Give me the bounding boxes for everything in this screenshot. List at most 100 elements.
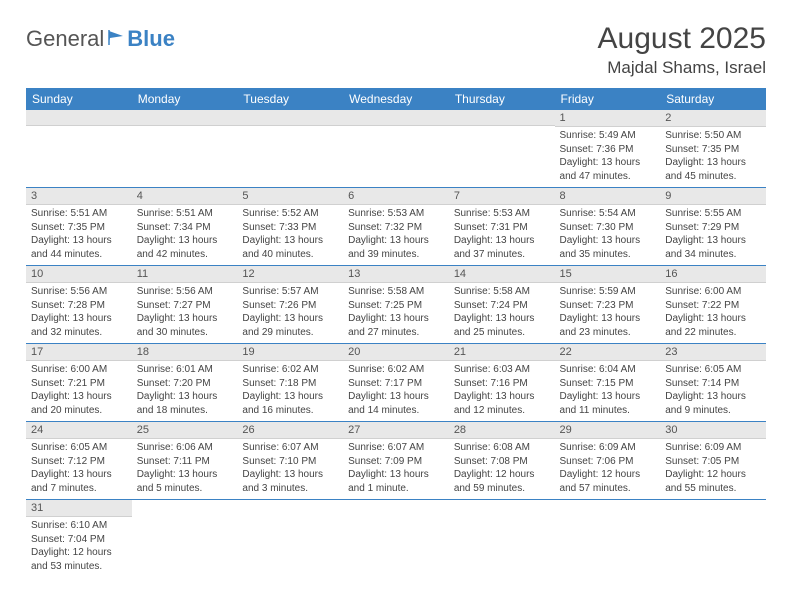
sunset-line: Sunset: 7:17 PM xyxy=(348,377,444,391)
calendar-cell: 9Sunrise: 5:55 AMSunset: 7:29 PMDaylight… xyxy=(660,188,766,266)
daylight-line: Daylight: 13 hours and 40 minutes. xyxy=(242,234,338,261)
day-details: Sunrise: 5:56 AMSunset: 7:28 PMDaylight:… xyxy=(26,283,132,343)
sunrise-line: Sunrise: 6:02 AM xyxy=(348,363,444,377)
daylight-line: Daylight: 12 hours and 53 minutes. xyxy=(31,546,127,573)
day-details: Sunrise: 5:51 AMSunset: 7:34 PMDaylight:… xyxy=(132,205,238,265)
sunrise-line: Sunrise: 5:55 AM xyxy=(665,207,761,221)
daylight-line: Daylight: 13 hours and 37 minutes. xyxy=(454,234,550,261)
logo-text-general: General xyxy=(26,26,104,52)
day-number: 9 xyxy=(660,188,766,205)
calendar-cell: 17Sunrise: 6:00 AMSunset: 7:21 PMDayligh… xyxy=(26,344,132,422)
daylight-line: Daylight: 13 hours and 9 minutes. xyxy=(665,390,761,417)
daylight-line: Daylight: 13 hours and 3 minutes. xyxy=(242,468,338,495)
sunset-line: Sunset: 7:33 PM xyxy=(242,221,338,235)
day-number: 19 xyxy=(237,344,343,361)
calendar-cell xyxy=(132,110,238,188)
calendar-cell: 20 Sunrise: 6:02 AMSunset: 7:17 PMDayligh… xyxy=(343,344,449,422)
daylight-line: Daylight: 12 hours and 57 minutes. xyxy=(560,468,656,495)
day-details: Sunrise: 6:05 AMSunset: 7:12 PMDaylight:… xyxy=(26,439,132,499)
daylight-line: Daylight: 13 hours and 35 minutes. xyxy=(560,234,656,261)
calendar-cell: 13Sunrise: 5:58 AMSunset: 7:25 PMDayligh… xyxy=(343,266,449,344)
calendar-cell: 14Sunrise: 5:58 AMSunset: 7:24 PMDayligh… xyxy=(449,266,555,344)
sunset-line: Sunset: 7:08 PM xyxy=(454,455,550,469)
daylight-line: Daylight: 13 hours and 7 minutes. xyxy=(31,468,127,495)
day-number: 12 xyxy=(237,266,343,283)
day-details: Sunrise: 6:05 AMSunset: 7:14 PMDaylight:… xyxy=(660,361,766,421)
calendar-cell: 28Sunrise: 6:08 AMSunset: 7:08 PMDayligh… xyxy=(449,422,555,500)
day-number: 26 xyxy=(237,422,343,439)
sunrise-line: Sunrise: 6:06 AM xyxy=(137,441,233,455)
sunset-line: Sunset: 7:05 PM xyxy=(665,455,761,469)
sunset-line: Sunset: 7:09 PM xyxy=(348,455,444,469)
sunset-line: Sunset: 7:22 PM xyxy=(665,299,761,313)
daylight-line: Daylight: 13 hours and 39 minutes. xyxy=(348,234,444,261)
day-details: Sunrise: 6:00 AMSunset: 7:22 PMDaylight:… xyxy=(660,283,766,343)
sunrise-line: Sunrise: 6:04 AM xyxy=(560,363,656,377)
sunrise-line: Sunrise: 6:08 AM xyxy=(454,441,550,455)
daylight-line: Daylight: 13 hours and 30 minutes. xyxy=(137,312,233,339)
calendar-cell xyxy=(343,110,449,188)
sunrise-line: Sunrise: 6:03 AM xyxy=(454,363,550,377)
daylight-line: Daylight: 13 hours and 20 minutes. xyxy=(31,390,127,417)
sunrise-line: Sunrise: 6:05 AM xyxy=(665,363,761,377)
calendar-cell: 21Sunrise: 6:03 AMSunset: 7:16 PMDayligh… xyxy=(449,344,555,422)
calendar-cell xyxy=(449,500,555,578)
sunset-line: Sunset: 7:28 PM xyxy=(31,299,127,313)
sunset-line: Sunset: 7:36 PM xyxy=(560,143,656,157)
sunset-line: Sunset: 7:06 PM xyxy=(560,455,656,469)
calendar-table: SundayMondayTuesdayWednesdayThursdayFrid… xyxy=(26,88,766,577)
day-details: Sunrise: 6:10 AMSunset: 7:04 PMDaylight:… xyxy=(26,517,132,577)
day-details: Sunrise: 5:49 AMSunset: 7:36 PMDaylight:… xyxy=(555,127,661,187)
calendar-week: 3Sunrise: 5:51 AMSunset: 7:35 PMDaylight… xyxy=(26,188,766,266)
logo-text-blue: Blue xyxy=(127,26,175,52)
sunrise-line: Sunrise: 6:09 AM xyxy=(665,441,761,455)
calendar-cell: 11Sunrise: 5:56 AMSunset: 7:27 PMDayligh… xyxy=(132,266,238,344)
day-details: Sunrise: 6:07 AMSunset: 7:10 PMDaylight:… xyxy=(237,439,343,499)
sunrise-line: Sunrise: 6:00 AM xyxy=(665,285,761,299)
calendar-cell: 22Sunrise: 6:04 AMSunset: 7:15 PMDayligh… xyxy=(555,344,661,422)
day-number: 20 xyxy=(343,344,449,361)
sunset-line: Sunset: 7:26 PM xyxy=(242,299,338,313)
day-number: 30 xyxy=(660,422,766,439)
sunset-line: Sunset: 7:11 PM xyxy=(137,455,233,469)
calendar-cell: 8Sunrise: 5:54 AMSunset: 7:30 PMDaylight… xyxy=(555,188,661,266)
day-details: Sunrise: 6:03 AMSunset: 7:16 PMDaylight:… xyxy=(449,361,555,421)
calendar-cell: 5Sunrise: 5:52 AMSunset: 7:33 PMDaylight… xyxy=(237,188,343,266)
sunrise-line: Sunrise: 6:00 AM xyxy=(31,363,127,377)
day-details: Sunrise: 5:50 AMSunset: 7:35 PMDaylight:… xyxy=(660,127,766,187)
calendar-cell xyxy=(237,110,343,188)
title-block: August 2025 Majdal Shams, Israel xyxy=(598,22,766,78)
sunset-line: Sunset: 7:14 PM xyxy=(665,377,761,391)
calendar-cell: 2Sunrise: 5:50 AMSunset: 7:35 PMDaylight… xyxy=(660,110,766,188)
sunset-line: Sunset: 7:18 PM xyxy=(242,377,338,391)
sunrise-line: Sunrise: 5:58 AM xyxy=(454,285,550,299)
day-number: 31 xyxy=(26,500,132,517)
day-number: 11 xyxy=(132,266,238,283)
day-details: Sunrise: 5:52 AMSunset: 7:33 PMDaylight:… xyxy=(237,205,343,265)
day-header: Friday xyxy=(555,88,661,110)
day-number: 2 xyxy=(660,110,766,127)
sunrise-line: Sunrise: 5:49 AM xyxy=(560,129,656,143)
day-details: Sunrise: 5:58 AMSunset: 7:25 PMDaylight:… xyxy=(343,283,449,343)
daylight-line: Daylight: 13 hours and 14 minutes. xyxy=(348,390,444,417)
sunrise-line: Sunrise: 5:58 AM xyxy=(348,285,444,299)
page-title: August 2025 xyxy=(598,22,766,56)
sunrise-line: Sunrise: 6:09 AM xyxy=(560,441,656,455)
day-details: Sunrise: 5:57 AMSunset: 7:26 PMDaylight:… xyxy=(237,283,343,343)
calendar-cell: 19Sunrise: 6:02 AMSunset: 7:18 PMDayligh… xyxy=(237,344,343,422)
calendar-cell: 25Sunrise: 6:06 AMSunset: 7:11 PMDayligh… xyxy=(132,422,238,500)
day-details: Sunrise: 5:53 AMSunset: 7:31 PMDaylight:… xyxy=(449,205,555,265)
calendar-cell: 6Sunrise: 5:53 AMSunset: 7:32 PMDaylight… xyxy=(343,188,449,266)
day-details: Sunrise: 5:54 AMSunset: 7:30 PMDaylight:… xyxy=(555,205,661,265)
daylight-line: Daylight: 13 hours and 18 minutes. xyxy=(137,390,233,417)
day-number-empty xyxy=(26,110,132,126)
sunrise-line: Sunrise: 5:53 AM xyxy=(348,207,444,221)
daylight-line: Daylight: 13 hours and 12 minutes. xyxy=(454,390,550,417)
daylight-line: Daylight: 13 hours and 1 minute. xyxy=(348,468,444,495)
calendar-cell: 1Sunrise: 5:49 AMSunset: 7:36 PMDaylight… xyxy=(555,110,661,188)
sunset-line: Sunset: 7:16 PM xyxy=(454,377,550,391)
logo-flag-icon xyxy=(107,26,127,52)
calendar-cell xyxy=(26,110,132,188)
day-number-empty xyxy=(343,110,449,126)
day-details: Sunrise: 6:00 AMSunset: 7:21 PMDaylight:… xyxy=(26,361,132,421)
